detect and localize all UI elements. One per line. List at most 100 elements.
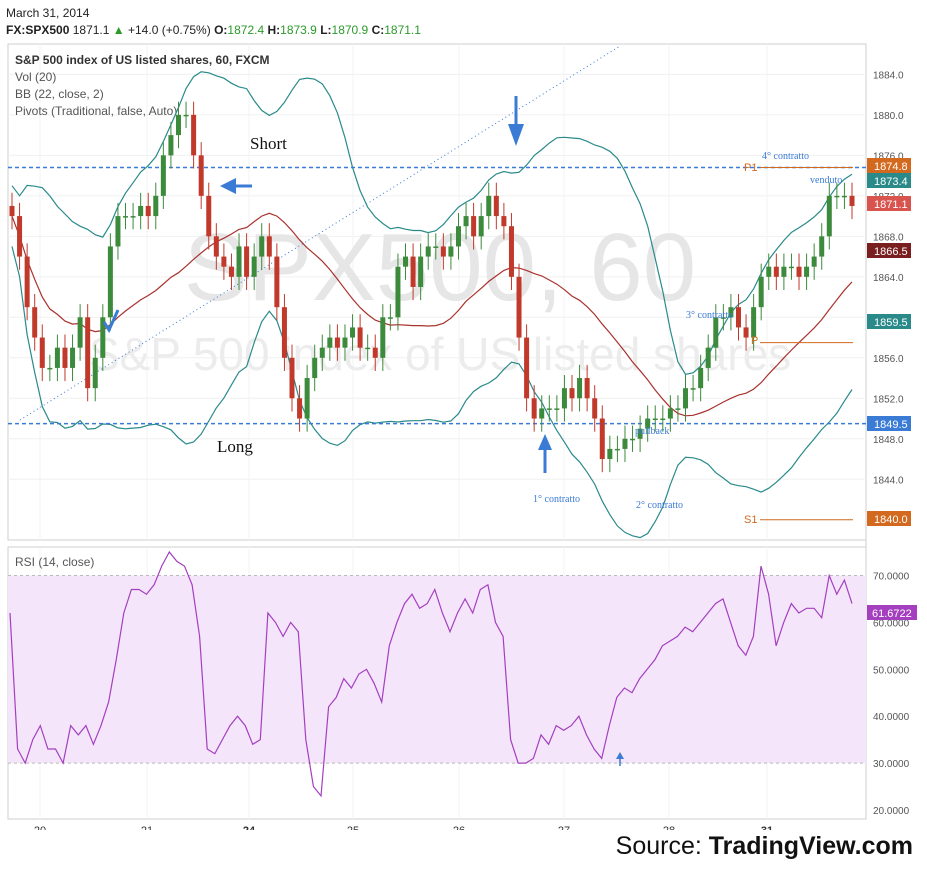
candle	[297, 398, 303, 419]
candle	[599, 418, 605, 460]
rsi-series: 20.0000 30.0000 40.0000 50.0000 60.0000 70.00…	[8, 550, 910, 817]
time-tick: 26	[453, 825, 465, 830]
candle	[478, 216, 484, 237]
price-tick: 1856.0	[873, 354, 904, 365]
svg-text:1849.5: 1849.5	[874, 419, 908, 431]
candle	[77, 317, 83, 348]
candle	[206, 195, 212, 237]
candle	[380, 317, 386, 358]
rsi-label[interactable]: RSI (14, close)	[15, 555, 94, 569]
down-arrow-icon	[508, 96, 524, 146]
candle	[17, 216, 23, 257]
candle	[221, 256, 227, 267]
candle	[168, 135, 174, 156]
candle	[70, 347, 76, 368]
rsi-tick: 40.0000	[873, 712, 910, 723]
candle	[683, 388, 689, 409]
candle	[652, 418, 658, 421]
tag-upper-band: 1873.4	[867, 173, 911, 188]
svg-text:1874.8: 1874.8	[874, 161, 908, 173]
candle	[32, 307, 38, 338]
price-chart-svg[interactable]: SPX500, 60 S&P 500 index of US listed sh…	[0, 0, 927, 830]
tag-s1: 1840.0	[867, 511, 911, 526]
candle	[24, 256, 30, 308]
pullback-label: pullback	[635, 426, 669, 437]
candle	[788, 266, 794, 269]
price-series	[11, 71, 853, 539]
candle	[350, 327, 356, 338]
price-tick: 1868.0	[873, 232, 904, 243]
symbol[interactable]: FX:SPX500	[6, 23, 70, 37]
price-tick: 1876.0	[873, 151, 904, 162]
legend-vol[interactable]: Vol (20)	[15, 70, 56, 84]
candle	[826, 195, 832, 237]
candle	[365, 347, 371, 350]
candle	[251, 256, 257, 277]
candle	[637, 428, 643, 439]
candle	[39, 337, 45, 368]
tag-support: 1849.5	[867, 416, 911, 431]
low-value: 1870.9	[331, 23, 369, 37]
last-price: 1871.1	[72, 23, 110, 37]
candle	[592, 398, 598, 419]
tag-last-price: 1871.1	[867, 196, 911, 211]
candle	[191, 114, 197, 156]
candle	[735, 307, 741, 328]
svg-text:61.6722: 61.6722	[872, 608, 912, 620]
candle	[751, 307, 757, 338]
contract-3-label: 3° contratto	[686, 310, 733, 321]
rsi-band-fill	[8, 575, 866, 764]
candle	[471, 216, 477, 237]
candle	[819, 236, 825, 257]
source-brand: TradingView.com	[708, 832, 913, 860]
high-value: 1873.9	[280, 23, 317, 37]
time-tick: 24	[243, 825, 256, 830]
legend-pivots[interactable]: Pivots (Traditional, false, Auto)	[15, 104, 177, 118]
candle	[160, 155, 166, 196]
contract-1-label: 1° contratto	[533, 494, 580, 505]
legend-bb[interactable]: BB (22, close, 2)	[15, 87, 104, 101]
levels	[8, 45, 866, 521]
high-label: H:	[267, 23, 281, 37]
contract-2-label: 2° contratto	[636, 500, 683, 511]
candles	[9, 101, 855, 473]
candle	[259, 236, 265, 257]
candle	[448, 246, 454, 257]
candle	[198, 155, 204, 196]
candle	[357, 327, 363, 348]
candle	[841, 195, 847, 198]
candle	[145, 205, 151, 217]
candle	[524, 337, 530, 399]
candle	[153, 195, 159, 217]
candle	[130, 216, 136, 218]
candle	[675, 408, 681, 410]
candle	[766, 266, 772, 277]
candle	[796, 266, 802, 277]
candle	[342, 337, 348, 348]
candle	[713, 317, 719, 348]
candle	[403, 256, 409, 267]
candle	[115, 216, 121, 247]
candle	[138, 205, 144, 217]
tag-bb-mid: 1866.5	[867, 243, 911, 258]
svg-text:1840.0: 1840.0	[874, 514, 908, 526]
time-tick: 20	[34, 825, 46, 830]
svg-text:1871.1: 1871.1	[874, 199, 908, 211]
time-axis[interactable]: 20 21 24 25 26 27 28 31	[34, 825, 773, 830]
candle	[9, 205, 15, 217]
candle	[486, 195, 492, 217]
tag-r1: 1874.8	[867, 158, 911, 173]
svg-text:1873.4: 1873.4	[874, 176, 908, 188]
candle	[425, 246, 431, 257]
candle	[395, 266, 401, 318]
time-tick: 25	[347, 825, 359, 830]
tag-rsi-value: 61.6722	[867, 605, 917, 620]
candle	[720, 317, 726, 319]
candle	[554, 408, 560, 410]
svg-text:1859.5: 1859.5	[874, 317, 908, 329]
candle	[455, 226, 461, 247]
close-label: C:	[371, 23, 385, 37]
contract-4-label: 4° contratto	[762, 151, 809, 162]
up-arrow-icon: ▲	[112, 23, 125, 37]
candle	[85, 317, 91, 389]
